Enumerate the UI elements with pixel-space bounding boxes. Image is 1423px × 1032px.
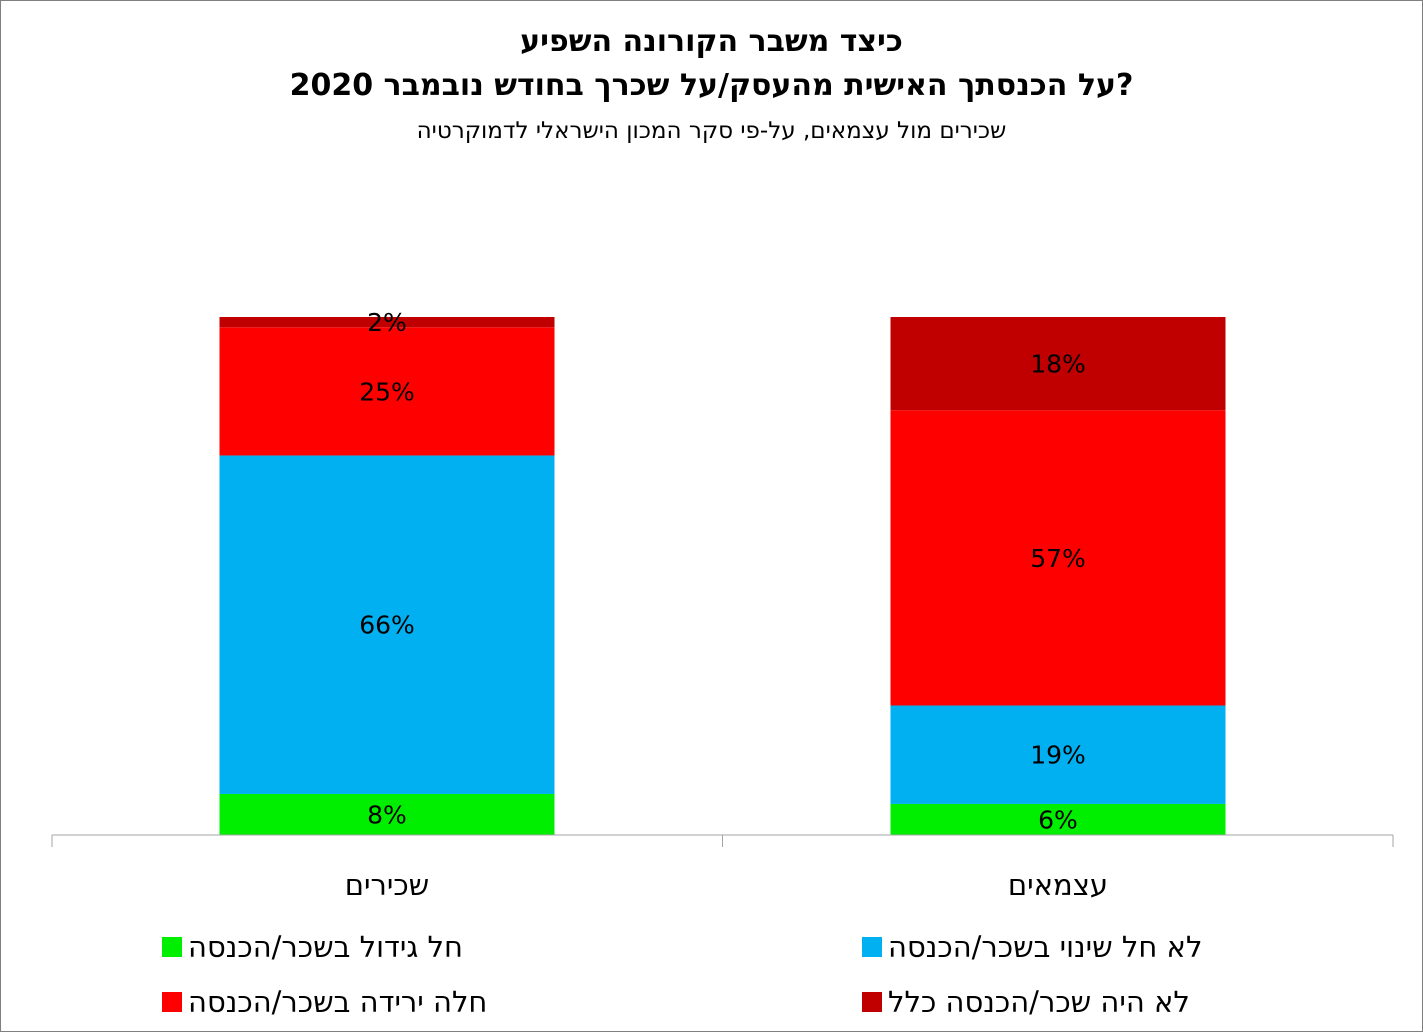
chart-title: כיצד משבר הקורונה השפיע — [520, 24, 903, 59]
legend-label-increase: חל גידול בשכר/הכנסה — [188, 930, 463, 964]
bar-segment — [219, 455, 555, 794]
data-label: 8% — [367, 800, 407, 829]
bar-segment — [219, 327, 555, 456]
data-label: 25% — [359, 377, 415, 406]
legend-swatch-no-income — [862, 992, 882, 1012]
data-label: 2% — [367, 308, 407, 337]
bar-segment — [219, 317, 555, 328]
legend-item-no-change: לא חל שינוי בשכר/הכנסה — [862, 930, 1202, 964]
legend-item-decrease: חלה ירידה בשכר/הכנסה — [162, 985, 487, 1019]
data-label: 57% — [1030, 544, 1086, 573]
legend-swatch-increase — [162, 937, 182, 957]
legend-item-no-income: לא היה שכר/הכנסה כלל — [862, 985, 1190, 1019]
chart-title-line2: על הכנסתך האישית מהעסק/על שכרך בחודש נוב… — [289, 68, 1134, 103]
legend-item-increase: חל גידול בשכר/הכנסה — [162, 930, 463, 964]
legend-swatch-decrease — [162, 992, 182, 1012]
bar-segment — [890, 317, 1226, 411]
bar-segment — [219, 793, 555, 835]
x-tick-label: שכירים — [345, 868, 429, 902]
data-label: 6% — [1038, 805, 1078, 834]
x-tick-label: עצמאים — [1008, 868, 1108, 902]
legend-label-no-income: לא היה שכר/הכנסה כלל — [888, 985, 1190, 1019]
chart-subtitle: שכירים מול עצמאים, על-פי סקר המכון הישרא… — [416, 118, 1007, 144]
legend-label-decrease: חלה ירידה בשכר/הכנסה — [188, 985, 488, 1019]
bar-segment — [890, 803, 1226, 835]
legend-swatch-no-change — [862, 937, 882, 957]
data-label: 66% — [359, 611, 415, 640]
legend-label-no-change: לא חל שינוי בשכר/הכנסה — [888, 930, 1203, 964]
bar-segment — [890, 410, 1226, 706]
data-label: 19% — [1030, 741, 1086, 770]
bar-segment — [890, 705, 1226, 804]
data-label: 18% — [1030, 350, 1086, 379]
